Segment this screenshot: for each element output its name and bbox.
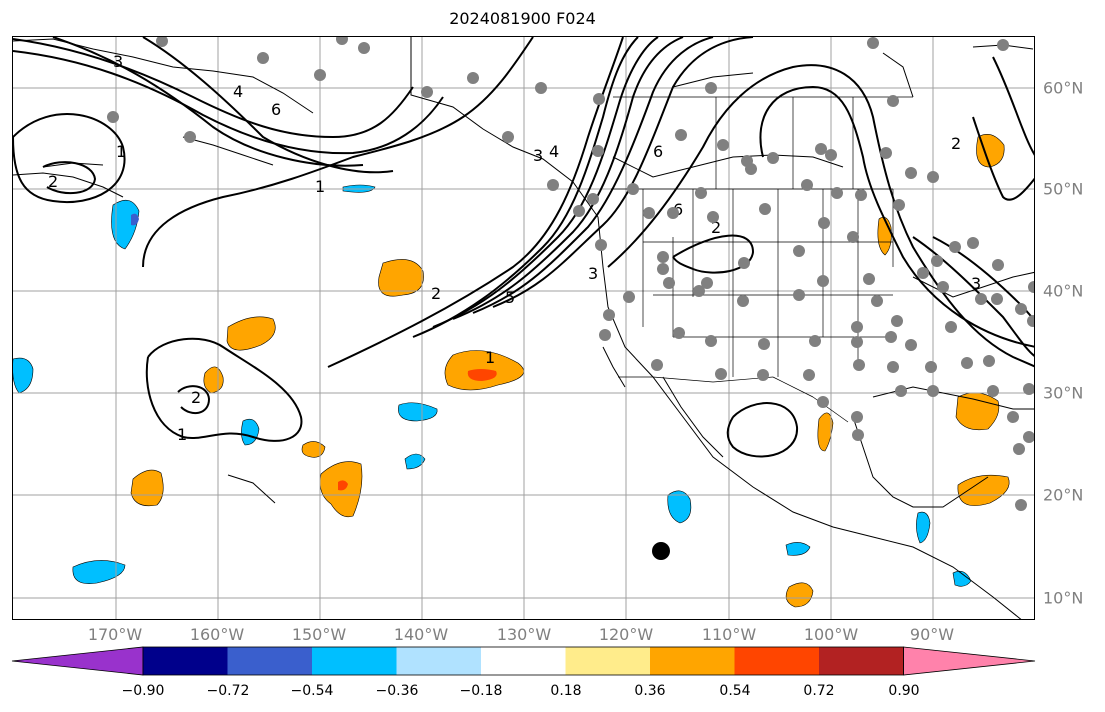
anomaly-patch — [667, 490, 692, 524]
colorbar-segment — [734, 647, 820, 675]
contour-label: 2 — [951, 134, 961, 153]
map-title: 2024081900 F024 — [449, 9, 596, 28]
colorbar-tick: 0.18 — [550, 683, 582, 699]
contour-label: 2 — [431, 284, 441, 303]
contour-label: 4 — [233, 82, 243, 101]
contour-label: 2 — [711, 218, 721, 237]
lat-label-40n: 40°N — [1043, 281, 1084, 301]
anomaly-patch — [111, 199, 140, 250]
map-canvas: 3 4 6 1 2 3 4 6 1 2 5 3 6 2 1 2 1 2 3 — [13, 37, 1034, 619]
colorbar-segment — [143, 647, 228, 675]
colorbar — [11, 646, 1036, 676]
lat-label-60n: 60°N — [1043, 78, 1084, 98]
anomaly-patch — [130, 469, 164, 507]
anomaly-patch — [467, 369, 497, 381]
contour-lines — [13, 37, 1034, 458]
anomaly-patch — [338, 480, 348, 491]
colorbar-extend-min — [11, 646, 144, 676]
lon-label-150w: 150°W — [291, 625, 347, 644]
station-layer — [107, 37, 1034, 511]
lat-lon-grid — [13, 37, 1034, 619]
contour-label: 1 — [485, 348, 495, 367]
colorbar-tick: 0.36 — [634, 683, 666, 699]
colorbar-border — [142, 646, 904, 676]
colorbar-tick: 0.54 — [719, 683, 751, 699]
lon-label-120w: 120°W — [598, 625, 654, 644]
colorbar-segment — [565, 647, 651, 675]
anomaly-patch — [877, 216, 892, 256]
colorbar-tick: −0.54 — [290, 683, 334, 699]
storm-center-marker — [652, 542, 670, 560]
anomaly-patch — [404, 453, 426, 470]
anomaly-patch — [785, 542, 811, 556]
lat-label-10n: 10°N — [1043, 588, 1084, 608]
colorbar-tick: 0.72 — [803, 683, 835, 699]
colorbar-segment — [312, 647, 397, 675]
anomaly-patch — [916, 511, 931, 544]
anomaly-patch — [785, 582, 814, 608]
colorbar-tick: −0.90 — [121, 683, 165, 699]
anomaly-patch — [976, 134, 1005, 168]
lon-label-110w: 110°W — [701, 625, 757, 644]
colorbar-segment — [227, 647, 313, 675]
lon-label-130w: 130°W — [496, 625, 552, 644]
map-panel: 3 4 6 1 2 3 4 6 1 2 5 3 6 2 1 2 1 2 3 — [12, 36, 1035, 620]
lon-label-160w: 160°W — [189, 625, 245, 644]
contour-label: 4 — [549, 142, 559, 161]
contour-label: 1 — [116, 142, 126, 161]
lon-label-90w: 90°W — [909, 625, 955, 644]
colorbar-segment — [650, 647, 735, 675]
colorbar-tick: 0.90 — [888, 683, 920, 699]
lat-label-30n: 30°N — [1043, 383, 1084, 403]
colorbar-tick: −0.18 — [459, 683, 503, 699]
coastlines — [13, 37, 1034, 619]
lon-label-170w: 170°W — [87, 625, 143, 644]
contour-label: 2 — [48, 172, 58, 191]
contour-label: 5 — [505, 288, 515, 307]
colorbar-segment — [819, 647, 904, 675]
contour-label-layer: 3 4 6 1 2 3 4 6 1 2 5 3 6 2 1 2 1 2 3 — [48, 52, 981, 444]
colorbar-segment — [481, 647, 566, 675]
contour-label: 1 — [177, 425, 187, 444]
anomaly-patch — [398, 402, 438, 422]
colorbar-tick: −0.36 — [375, 683, 419, 699]
contour-label: 2 — [191, 388, 201, 407]
anomaly-patch — [13, 357, 34, 394]
colorbar-extend-max — [903, 646, 1036, 676]
colorbar-segment — [396, 647, 482, 675]
anomaly-patch — [131, 213, 139, 226]
anomaly-patch — [241, 418, 260, 446]
anomaly-patch — [203, 366, 224, 394]
contour-label: 6 — [673, 200, 683, 219]
anomaly-patch — [817, 412, 834, 452]
anomaly-patch — [301, 441, 326, 458]
lat-label-20n: 20°N — [1043, 485, 1084, 505]
lat-label-50n: 50°N — [1043, 179, 1084, 199]
shading-layer — [13, 134, 1010, 608]
lon-label-140w: 140°W — [393, 625, 449, 644]
contour-label: 3 — [971, 274, 981, 293]
lon-label-100w: 100°W — [803, 625, 859, 644]
anomaly-patch — [72, 560, 126, 584]
contour-label: 3 — [533, 146, 543, 165]
anomaly-patch — [226, 316, 276, 351]
anomaly-patch — [957, 474, 1010, 506]
colorbar-tick: −0.72 — [206, 683, 250, 699]
contour-label: 3 — [588, 264, 598, 283]
contour-label: 6 — [271, 100, 281, 119]
contour-label: 1 — [315, 177, 325, 196]
anomaly-patch — [955, 392, 1000, 431]
contour-label: 6 — [653, 142, 663, 161]
contour-label: 3 — [113, 52, 123, 71]
